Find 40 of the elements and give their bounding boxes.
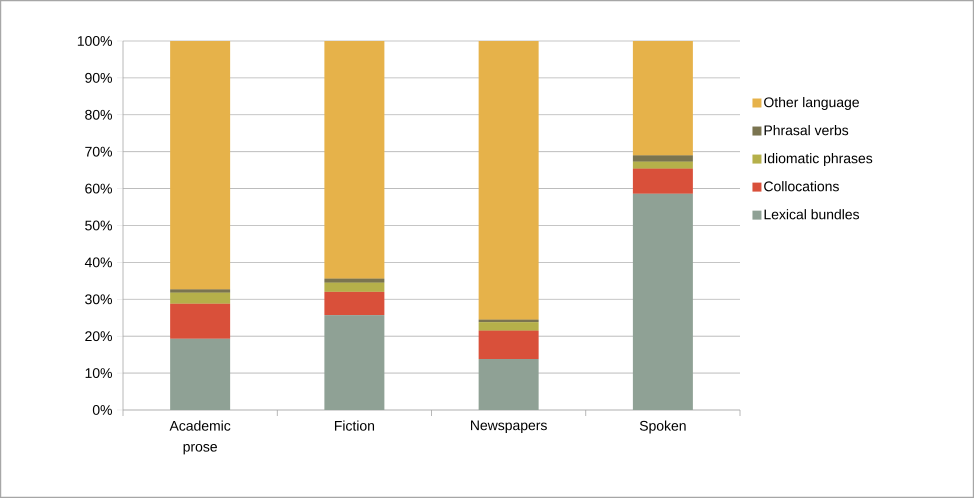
y-tick-label: 0% xyxy=(92,405,112,415)
bar xyxy=(170,292,230,304)
y-tick-label: 70% xyxy=(85,146,112,157)
bar xyxy=(632,155,693,162)
x-tick-label: Spoken xyxy=(640,420,686,434)
bar xyxy=(632,194,693,410)
bar xyxy=(324,315,384,410)
y-tick-label: 20% xyxy=(85,331,112,342)
bar xyxy=(478,330,539,360)
bar xyxy=(632,168,693,194)
bar xyxy=(170,338,230,410)
x-tick-label: Newspapers xyxy=(471,420,547,433)
legend-label: Idiomatic phrases xyxy=(764,153,872,166)
y-tick-label: 30% xyxy=(85,294,112,304)
y-tick-label: 80% xyxy=(85,110,112,120)
bar xyxy=(478,320,539,322)
bar xyxy=(478,322,539,331)
bar xyxy=(324,278,384,283)
bar xyxy=(170,289,230,293)
y-tick-label: 90% xyxy=(85,72,112,83)
x-tick-label: Fiction xyxy=(334,420,374,431)
x-tick-label: Academic prose xyxy=(170,420,230,454)
bar xyxy=(478,40,539,320)
y-tick-label: 100% xyxy=(78,36,112,46)
y-tick-label: 10% xyxy=(86,368,112,378)
y-tick-label: 40% xyxy=(84,257,112,268)
y-tick-label: 60% xyxy=(85,184,112,194)
y-tick-label: 50% xyxy=(85,220,112,230)
bar xyxy=(324,282,384,292)
legend-label: Collocations xyxy=(764,181,839,192)
bar xyxy=(170,304,230,339)
bar xyxy=(324,40,384,279)
bar xyxy=(632,162,693,169)
legend-label: Other language xyxy=(764,96,859,110)
bar xyxy=(324,292,384,316)
legend-label: Phrasal verbs xyxy=(764,125,848,136)
legend-label: Lexical bundles xyxy=(764,209,860,220)
bar xyxy=(170,40,230,290)
bar xyxy=(632,40,693,156)
bar xyxy=(478,359,539,410)
